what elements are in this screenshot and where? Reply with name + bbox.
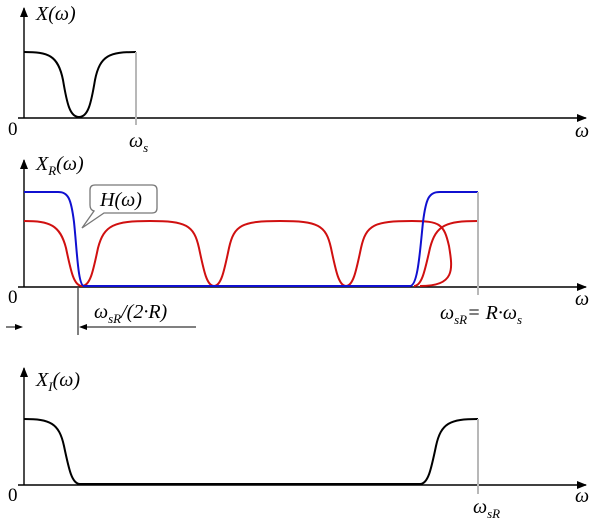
filter-response-curve bbox=[24, 191, 478, 287]
filter-label: H(ω) bbox=[99, 189, 142, 211]
interpolated-spectrum-curve-left bbox=[23, 418, 420, 485]
panel1-xlabel: ω bbox=[575, 120, 589, 142]
dimension-label: ωsR/(2·R) bbox=[94, 301, 168, 326]
baseband-spectrum-curve bbox=[23, 51, 137, 119]
callout-box bbox=[81, 184, 158, 229]
panel3-xlabel: ω bbox=[575, 485, 589, 507]
half-band-dimension: ωsR/(2·R) bbox=[6, 288, 196, 335]
panel-original-spectrum: X(ω) 0 ω ωs bbox=[8, 3, 589, 155]
panel-interpolated-spectrum: XI(ω) 0 ω ωsR bbox=[8, 367, 589, 521]
panel-resampled-spectrum: XR(ω) 0 ω H(ω) ωsR/(2·R) ωsR= R·ωs bbox=[6, 153, 589, 335]
filter-callout: H(ω) bbox=[81, 184, 158, 229]
panel2-marker-label: ωsR= R·ωs bbox=[440, 302, 522, 327]
panel2-ylabel: XR(ω) bbox=[35, 153, 84, 178]
interpolated-spectrum-curve-right bbox=[419, 418, 479, 485]
panel2-origin-label: 0 bbox=[8, 287, 18, 308]
panel1-marker-label: ωs bbox=[129, 130, 148, 155]
panel3-ylabel: XI(ω) bbox=[35, 369, 80, 394]
panel2-xlabel: ω bbox=[575, 288, 589, 310]
panel3-origin-label: 0 bbox=[8, 485, 18, 506]
panel3-marker-label: ωsR bbox=[473, 496, 500, 521]
spectral-replicas-curve-end bbox=[413, 220, 479, 287]
panel1-ylabel: X(ω) bbox=[35, 3, 76, 25]
spectral-replicas-curve bbox=[23, 219, 453, 288]
panel1-origin-label: 0 bbox=[8, 119, 18, 140]
